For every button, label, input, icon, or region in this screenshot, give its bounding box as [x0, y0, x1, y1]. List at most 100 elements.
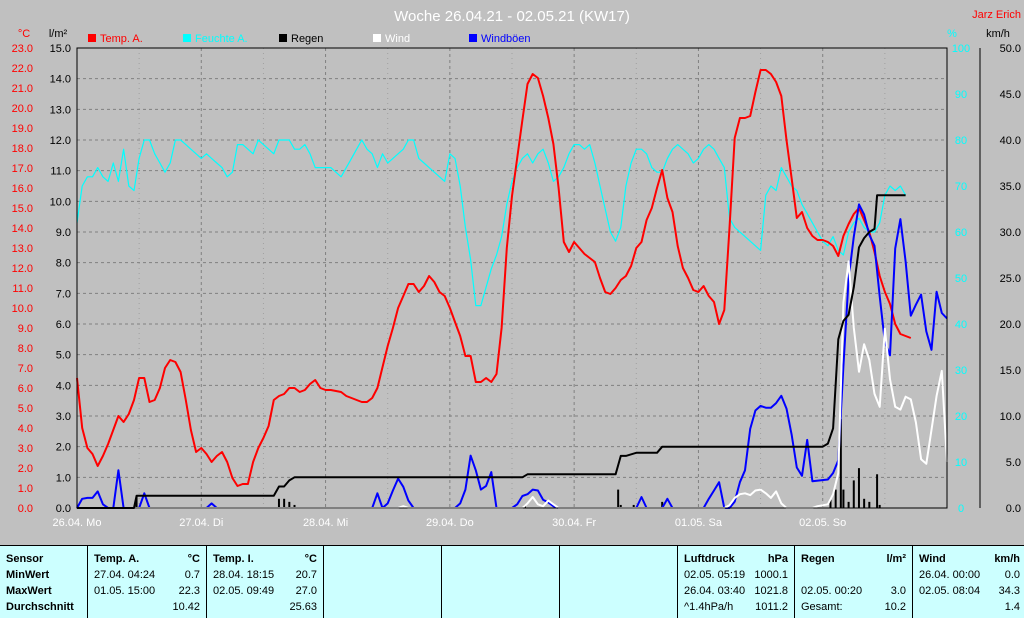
sensor-header: Sensor	[6, 553, 44, 565]
legend-wind-label: Wind	[385, 33, 410, 45]
rain-unit: l/m²	[886, 553, 906, 565]
rain-header: Regen	[801, 553, 835, 565]
temp-tick-label: 18.0	[12, 143, 33, 155]
legend-temp-swatch	[88, 34, 96, 42]
day-label: 28.04. Mi	[303, 517, 348, 529]
wind-avg-value: 1.4	[1004, 601, 1020, 613]
temp-tick-label: 21.0	[12, 83, 33, 95]
temp-tick-label: 15.0	[12, 203, 33, 215]
rain-tick-label: 7.0	[56, 288, 71, 300]
wind-tick-label: 15.0	[1000, 365, 1021, 377]
stats-col-empty-1	[324, 546, 442, 618]
wind-tick-label: 0.0	[1006, 503, 1021, 515]
rain-tick-label: 6.0	[56, 319, 71, 331]
temp-a-min-value: 0.7	[184, 569, 200, 581]
stats-col-empty-2	[442, 546, 560, 618]
pressure-min-time: 02.05. 05:19	[684, 569, 746, 581]
temp-i-max-time: 02.05. 09:49	[213, 585, 275, 597]
humidity-tick-label: 30	[955, 365, 967, 377]
statistics-panel: Sensor MinWert MaxWert Durchschnitt Temp…	[0, 545, 1024, 618]
humidity-tick-label: 40	[955, 319, 967, 331]
day-label: 02.05. So	[799, 517, 846, 529]
humidity-tick-label: 10	[955, 457, 967, 469]
stats-col-temp-i: Temp. I. °C 28.04. 18:15 20.7 02.05. 09:…	[207, 546, 324, 618]
plot-frame	[76, 47, 948, 509]
humidity-line	[76, 139, 907, 307]
temp-a-header: Temp. A.	[94, 553, 140, 565]
stats-col-empty-3	[560, 546, 678, 618]
temp-i-max-value: 27.0	[295, 585, 317, 597]
pressure-min-value: 1000.1	[754, 569, 788, 581]
stats-col-pressure: Luftdruck hPa 02.05. 05:19 1000.1 26.04.…	[678, 546, 795, 618]
wind-tick-label: 40.0	[1000, 135, 1021, 147]
temp-tick-label: 6.0	[18, 383, 33, 395]
legend: Temp. A. Feuchte A. Regen Wind Windböen	[88, 33, 531, 45]
temp-tick-label: 5.0	[18, 403, 33, 415]
stats-col-sensor: Sensor MinWert MaxWert Durchschnitt	[0, 546, 88, 618]
row-label-max: MaxWert	[6, 585, 52, 597]
temp-tick-label: 0.0	[18, 503, 33, 515]
legend-humidity-label: Feuchte A.	[195, 33, 248, 45]
rain-tick-label: 4.0	[56, 380, 71, 392]
humidity-tick-label: 60	[955, 227, 967, 239]
temp-tick-label: 12.0	[12, 263, 33, 275]
humidity-tick-label: 70	[955, 181, 967, 193]
rain-tick-label: 10.0	[50, 196, 71, 208]
temp-tick-label: 4.0	[18, 423, 33, 435]
wind-header: Wind	[919, 553, 946, 565]
rain-tick-label: 1.0	[56, 472, 71, 484]
temp-tick-label: 19.0	[12, 123, 33, 135]
rain-tick-label: 5.0	[56, 350, 71, 362]
rain-tick-label: 2.0	[56, 442, 71, 454]
pressure-trend-value: 1011.2	[755, 601, 788, 613]
author-label: Jarz Erich	[972, 9, 1021, 21]
pressure-max-time: 26.04. 03:40	[684, 585, 746, 597]
wind-tick-label: 45.0	[1000, 89, 1021, 101]
temp-tick-label: 9.0	[18, 323, 33, 335]
temp-tick-label: 10.0	[12, 303, 33, 315]
temp-tick-label: 16.0	[12, 183, 33, 195]
rain-tick-label: 13.0	[50, 104, 71, 116]
humidity-tick-label: 100	[952, 43, 970, 55]
wind-tick-label: 20.0	[1000, 319, 1021, 331]
humidity-tick-label: 20	[955, 411, 967, 423]
wind-min-time: 26.04. 00:00	[919, 569, 981, 581]
rain-tick-label: 0.0	[56, 503, 71, 515]
temp-tick-label: 3.0	[18, 443, 33, 455]
humidity-tick-label: 0	[958, 503, 964, 515]
legend-temp-label: Temp. A.	[100, 33, 143, 45]
chart-background	[0, 0, 1024, 545]
temp-i-avg-value: 25.63	[289, 601, 317, 613]
rain-max-value: 3.0	[890, 585, 906, 597]
pressure-header: Luftdruck	[684, 553, 735, 565]
day-label: 27.04. Di	[179, 517, 223, 529]
temp-tick-label: 22.0	[12, 63, 33, 75]
rain-axis-unit: l/m²	[49, 28, 68, 40]
temp-tick-label: 13.0	[12, 243, 33, 255]
rain-tick-label: 14.0	[50, 74, 71, 86]
temp-i-header: Temp. I.	[213, 553, 254, 565]
temp-a-max-time: 01.05. 15:00	[94, 585, 156, 597]
temp-line	[76, 69, 912, 487]
temp-axis-unit: °C	[18, 28, 30, 40]
wind-tick-label: 5.0	[1006, 457, 1021, 469]
humidity-tick-label: 90	[955, 89, 967, 101]
rain-max-time: 02.05. 00:20	[801, 585, 863, 597]
humidity-tick-label: 50	[955, 273, 967, 285]
wind-max-time: 02.05. 08:04	[919, 585, 981, 597]
legend-rain-swatch	[279, 34, 287, 42]
rain-tick-label: 3.0	[56, 411, 71, 423]
legend-humidity-swatch	[183, 34, 191, 42]
temp-tick-label: 14.0	[12, 223, 33, 235]
rain-tick-label: 11.0	[50, 166, 71, 178]
stats-col-temp-a: Temp. A. °C 27.04. 04:24 0.7 01.05. 15:0…	[88, 546, 207, 618]
temp-tick-label: 1.0	[18, 483, 33, 495]
wind-tick-label: 50.0	[1000, 43, 1021, 55]
wind-min-value: 0.0	[1004, 569, 1020, 581]
wind-tick-label: 30.0	[1000, 227, 1021, 239]
day-label: 01.05. Sa	[675, 517, 723, 529]
stats-col-wind: Wind km/h 26.04. 00:00 0.0 02.05. 08:04 …	[913, 546, 1024, 618]
temp-tick-label: 20.0	[12, 103, 33, 115]
wind-unit: km/h	[994, 553, 1020, 565]
wind-max-value: 34.3	[998, 585, 1020, 597]
